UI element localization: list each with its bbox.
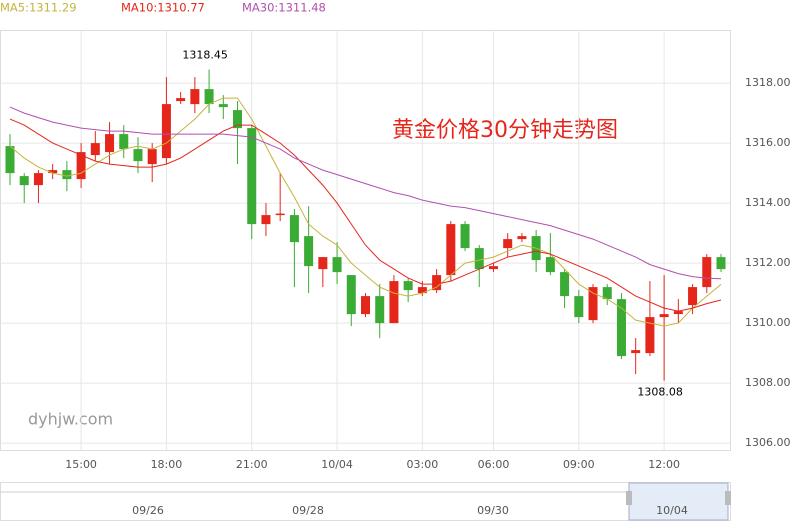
candle-body <box>233 110 243 129</box>
x-tick-label: 15:00 <box>65 458 97 471</box>
candle-body <box>403 281 413 291</box>
candle-body <box>616 299 626 357</box>
x-tick-label: 18:00 <box>151 458 183 471</box>
candle-body <box>503 239 513 249</box>
candle-body <box>289 215 299 243</box>
y-tick-label: 1306.00 <box>745 436 791 449</box>
legend: MA5:1311.29 MA10:1310.77 MA30:1311.48 <box>0 1 326 15</box>
candle-body <box>517 236 527 240</box>
legend-entry: MA5:1311.29 <box>0 1 77 15</box>
candle-body <box>488 266 498 270</box>
candle-body <box>147 149 157 165</box>
candle-body <box>304 236 314 267</box>
candle-body <box>176 98 186 102</box>
legend-entry: MA10:1310.77 <box>121 1 205 15</box>
candle-body <box>588 287 598 321</box>
candle-body <box>33 173 43 186</box>
candle-body <box>275 213 285 216</box>
candle-body <box>631 350 641 354</box>
candle-body <box>673 311 683 315</box>
candle-body <box>574 296 584 318</box>
ma-line <box>9 118 722 312</box>
candle-body <box>318 257 328 270</box>
x-tick-label: 03:00 <box>407 458 439 471</box>
chart-title: 黄金价格30分钟走势图 <box>392 118 618 143</box>
x-tick-label: 12:00 <box>648 458 680 471</box>
candle-body <box>48 170 58 174</box>
annotation: 1318.45 <box>182 49 228 62</box>
candle-body <box>218 104 228 108</box>
navigator-label: 10/04 <box>656 504 688 517</box>
navigator-label: 09/28 <box>292 504 324 517</box>
candle-body <box>204 89 214 105</box>
y-tick-label: 1318.00 <box>745 76 791 89</box>
y-tick-label: 1314.00 <box>745 196 791 209</box>
candle-body <box>460 224 470 249</box>
candle-body <box>602 287 612 300</box>
candle-body <box>361 296 370 315</box>
navigator-label: 09/30 <box>477 504 509 517</box>
candle-body <box>133 149 143 162</box>
candle-body <box>332 257 342 273</box>
candle-body <box>446 224 456 276</box>
x-tick-label: 06:00 <box>478 458 510 471</box>
candle-body <box>62 170 72 180</box>
candle-body <box>19 176 29 186</box>
candle-body <box>90 143 100 156</box>
candle-body <box>545 257 555 273</box>
x-tick-label: 09:00 <box>563 458 595 471</box>
y-tick-label: 1310.00 <box>745 316 791 329</box>
navigator-label: 09/26 <box>132 504 164 517</box>
x-tick-label: 10/04 <box>321 458 353 471</box>
candle-body <box>105 134 115 153</box>
annotation: 1308.08 <box>637 386 683 399</box>
candle-body <box>560 272 570 297</box>
candle-body <box>474 248 484 270</box>
candle-body <box>346 275 356 315</box>
candle-body <box>375 296 385 324</box>
candle-body <box>5 146 15 174</box>
navigator: 09/26 09/28 09/30 10/04 <box>0 482 731 521</box>
candle-body <box>76 152 86 180</box>
candle-body <box>432 275 442 291</box>
y-tick-label: 1316.00 <box>745 136 791 149</box>
plot-frame <box>0 30 731 451</box>
candle-body <box>247 128 257 225</box>
y-tick-label: 1308.00 <box>745 376 791 389</box>
y-tick-label: 1312.00 <box>745 256 791 269</box>
candle-body <box>261 215 271 225</box>
candle-body <box>389 281 399 324</box>
candle-body <box>702 257 712 288</box>
candle-body <box>161 104 171 159</box>
candle-body <box>119 134 129 150</box>
ma-line <box>9 106 722 280</box>
candle-body <box>190 89 200 105</box>
navigator-handle[interactable] <box>725 491 731 505</box>
candle-body <box>645 317 655 354</box>
candle-body <box>417 287 427 294</box>
ma-line <box>9 97 722 327</box>
watermark: dyhjw.com <box>28 410 113 429</box>
candle-body <box>716 257 726 270</box>
navigator-frame <box>0 482 731 521</box>
candle-body <box>659 314 669 318</box>
candle-body <box>688 287 698 306</box>
legend-entry: MA30:1311.48 <box>242 1 326 15</box>
x-tick-label: 21:00 <box>236 458 268 471</box>
navigator-handle[interactable] <box>626 491 632 505</box>
